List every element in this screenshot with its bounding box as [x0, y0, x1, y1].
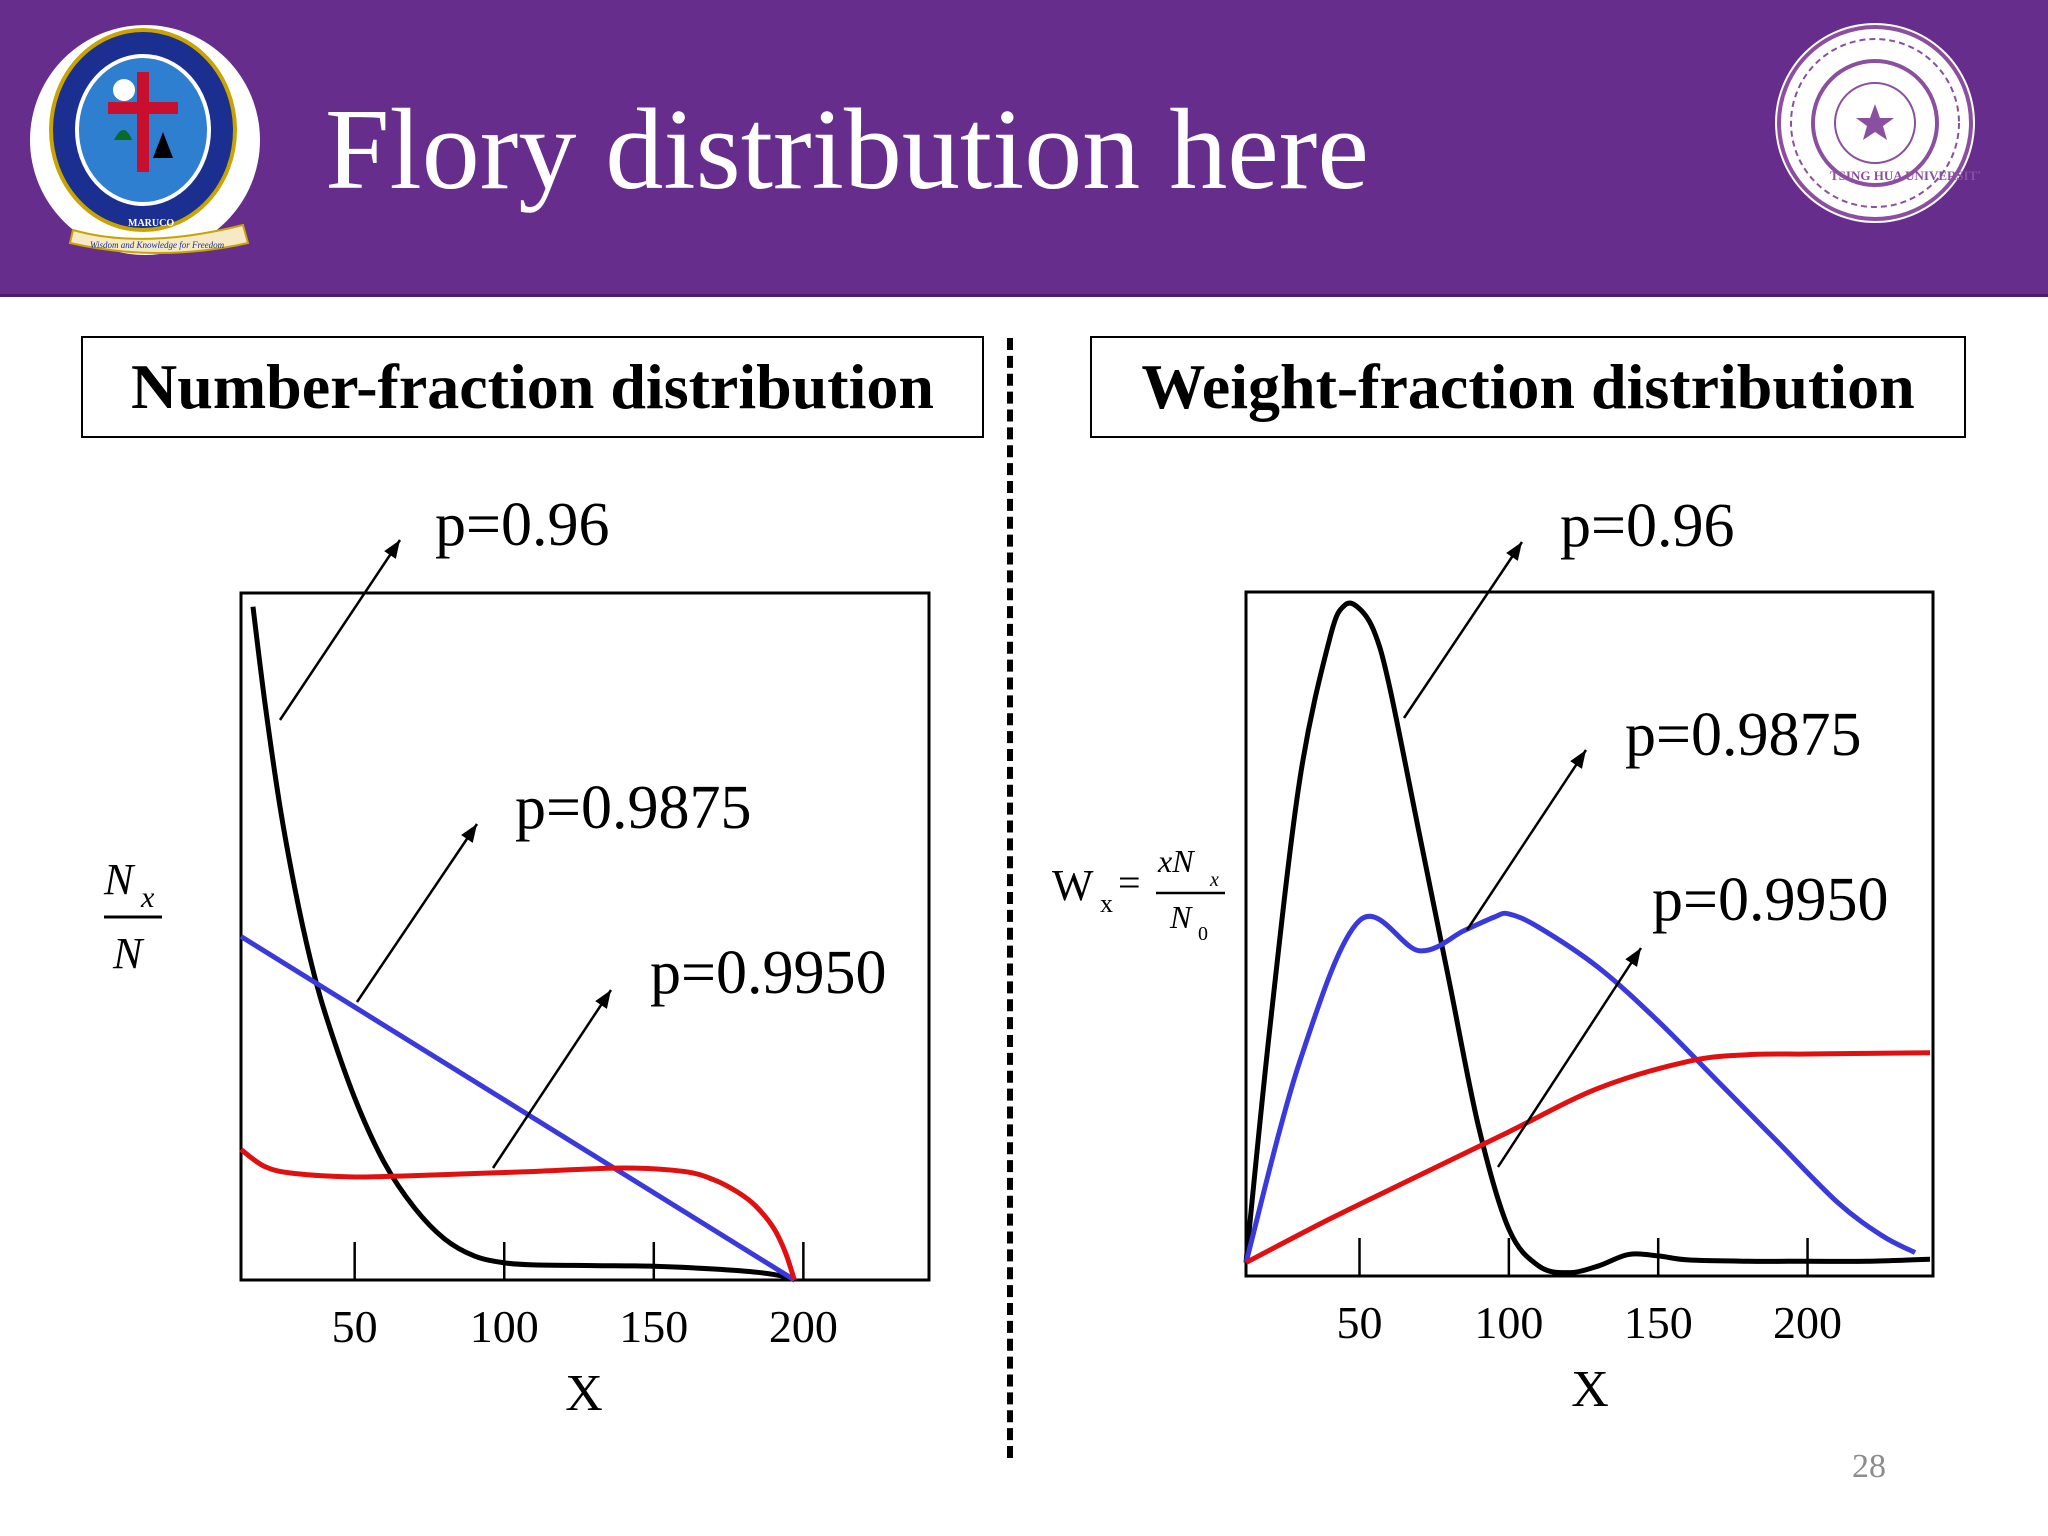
left-annotation-arrowhead [461, 824, 477, 843]
right-annotation-label: p=0.9875 [1625, 701, 1861, 769]
right-annotation-arrowhead [1625, 948, 1641, 967]
tsing-hua-university-seal-icon: TSING HUA UNIVERSITY [1770, 18, 1987, 233]
number-fraction-title: Number-fraction distribution [81, 336, 984, 438]
right-ylabel-num-sub: x [1209, 869, 1219, 891]
right-annotation-arrow [1402, 541, 1524, 719]
left-xtick-label: 100 [470, 1301, 539, 1352]
left-ylabel-num-sub: x [140, 881, 155, 914]
left-annotation-arrow [278, 539, 402, 721]
left-annotation-label: p=0.9950 [650, 939, 886, 1007]
right-annotation-arrowhead [1570, 750, 1586, 769]
panel-divider [1007, 338, 1013, 1458]
left-annotation-arrow [355, 823, 479, 1003]
right-annotation-arrowhead [1506, 542, 1522, 561]
left-annotation-label: p=0.9875 [515, 774, 751, 842]
left-annotation-arrowhead [595, 990, 611, 1009]
weight-fraction-title: Weight-fraction distribution [1090, 336, 1966, 438]
right-ylabel-den-sub: 0 [1198, 923, 1208, 945]
left-series-line [239, 934, 796, 1283]
right-series-line [1243, 910, 1917, 1264]
left-ylabel: N x N [103, 855, 162, 978]
slide-title: Flory distribution here [325, 86, 1369, 214]
number-fraction-chart: N x N 50 100 150 200 p=0.96 p=0.9875 p=0.9950… [103, 491, 931, 1422]
logo-abbrev: MARUCO [128, 218, 174, 229]
marian-university-logo-icon: Wisdom and Knowledge for Freedom MARUCO [28, 20, 268, 265]
left-xtick-label: 50 [332, 1301, 378, 1352]
right-ylabel: W x = xN x N 0 [1052, 843, 1225, 945]
right-series-line [1243, 600, 1931, 1276]
left-ylabel-den: N [112, 929, 145, 978]
right-annotation-label: p=0.96 [1560, 492, 1734, 560]
right-xtick-label: 100 [1474, 1297, 1543, 1348]
slide-header: Wisdom and Knowledge for Freedom MARUCO … [0, 0, 2048, 297]
right-plot-frame [1244, 590, 1935, 1278]
right-ylabel-lhs-sub: x [1100, 889, 1113, 918]
right-xtick-label: 50 [1337, 1297, 1383, 1348]
right-ylabel-lhs: W [1052, 861, 1094, 910]
page-number: 28 [1852, 1448, 1886, 1485]
left-annotation-arrowhead [384, 540, 400, 559]
right-ylabel-eq: = [1118, 860, 1141, 905]
logo-motto: Wisdom and Knowledge for Freedom [90, 240, 225, 250]
right-annotation-arrow [1465, 749, 1588, 931]
right-xtick-label: 150 [1624, 1297, 1693, 1348]
left-annotation-label: p=0.96 [435, 491, 609, 559]
right-series-line [1244, 1050, 1931, 1265]
seal-text: TSING HUA UNIVERSITY [1830, 168, 1980, 183]
left-xtick-label: 150 [619, 1301, 688, 1352]
left-xtick-label: 200 [769, 1301, 838, 1352]
left-series-line [250, 606, 796, 1283]
right-ylabel-num: xN [1157, 843, 1195, 879]
right-annotation-label: p=0.9950 [1652, 866, 1888, 934]
left-annotation-arrow [491, 989, 613, 1169]
right-xlabel: X [1571, 1361, 1609, 1418]
left-ylabel-num: N [103, 855, 136, 904]
right-xtick-label: 200 [1773, 1297, 1842, 1348]
right-ylabel-den: N [1169, 899, 1193, 935]
left-xlabel: X [565, 1365, 603, 1422]
left-series-line [239, 1147, 797, 1281]
right-annotation-arrow [1496, 947, 1643, 1168]
